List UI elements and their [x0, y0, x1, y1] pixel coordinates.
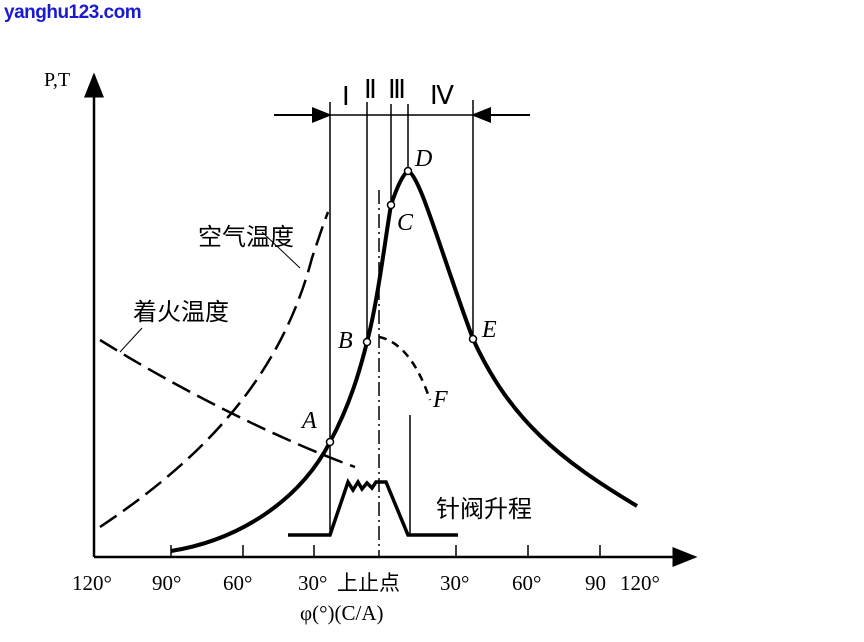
- air-temperature-label: 空气温度: [198, 224, 294, 251]
- point-label-f: F: [432, 387, 448, 413]
- x-tick-label: 120°: [72, 571, 112, 595]
- x-tick-label: 30°: [440, 571, 469, 595]
- x-ticks: [170, 545, 601, 557]
- air-temperature-curve: [99, 211, 330, 529]
- x-axis-label: φ(°)(C/A): [300, 601, 384, 625]
- phase-label: Ⅲ: [388, 75, 406, 104]
- x-tick-label: 90°: [152, 571, 181, 595]
- phase-label: Ⅳ: [430, 81, 454, 110]
- needle-lift-curve: [288, 477, 458, 537]
- y-axis-label: P,T: [44, 69, 70, 91]
- phase-label: Ⅱ: [364, 75, 377, 104]
- point-label-a: A: [300, 408, 317, 434]
- x-tick-label: 90: [585, 571, 606, 595]
- x-tick-label-tdc: 上止点: [337, 571, 400, 595]
- point-label-c: C: [397, 210, 414, 236]
- phase-boundaries: [329, 100, 474, 535]
- phase-label: Ⅰ: [342, 82, 350, 111]
- x-tick-label: 60°: [512, 571, 541, 595]
- curve-points: [325, 166, 478, 447]
- x-tick-label: 120°: [620, 571, 660, 595]
- no-injection-curve: [378, 335, 432, 401]
- watermark: yanghu123.com: [4, 2, 142, 23]
- needle-lift-label: 针阀升程: [436, 496, 532, 523]
- point-label-d: D: [414, 146, 432, 172]
- ignition-temperature-label: 着火温度: [133, 299, 229, 326]
- point-label-e: E: [481, 317, 497, 343]
- x-tick-label: 30°: [298, 571, 327, 595]
- point-label-b: B: [338, 328, 353, 354]
- x-tick-label: 60°: [223, 571, 252, 595]
- ignition-temperature-curve: [99, 338, 356, 469]
